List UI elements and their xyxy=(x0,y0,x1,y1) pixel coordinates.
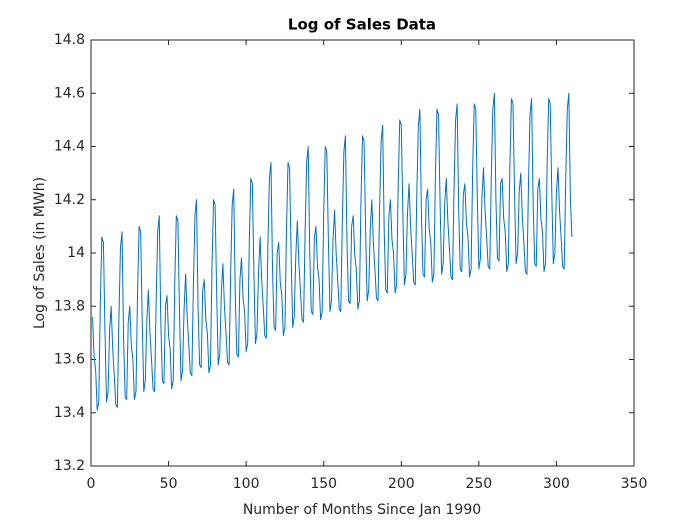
x-axis-label: Number of Months Since Jan 1990 xyxy=(243,502,481,518)
x-tick-label: 200 xyxy=(388,476,415,492)
x-tick-label: 150 xyxy=(310,476,337,492)
x-tick-label: 100 xyxy=(233,476,260,492)
y-tick-label: 14.4 xyxy=(54,139,85,155)
y-tick-label: 13.4 xyxy=(54,405,85,421)
x-tick-label: 50 xyxy=(160,476,178,492)
x-tick-label: 0 xyxy=(87,476,96,492)
y-tick-label: 13.6 xyxy=(54,352,85,368)
plot-box xyxy=(90,39,635,467)
chart-title: Log of Sales Data xyxy=(288,16,436,34)
data-line xyxy=(92,92,573,411)
y-axis-label: Log of Sales (in MWh) xyxy=(32,177,48,329)
x-tick-label: 350 xyxy=(621,476,648,492)
y-tick-label: 13.8 xyxy=(54,298,85,314)
y-tick-label: 13.2 xyxy=(54,458,85,474)
y-tick-label: 14.8 xyxy=(54,32,85,48)
y-tick-label: 14.6 xyxy=(54,85,85,101)
y-tick-label: 14 xyxy=(67,245,85,261)
x-tick-label: 300 xyxy=(543,476,570,492)
y-tick-label: 14.2 xyxy=(54,192,85,208)
x-tick-label: 250 xyxy=(465,476,492,492)
